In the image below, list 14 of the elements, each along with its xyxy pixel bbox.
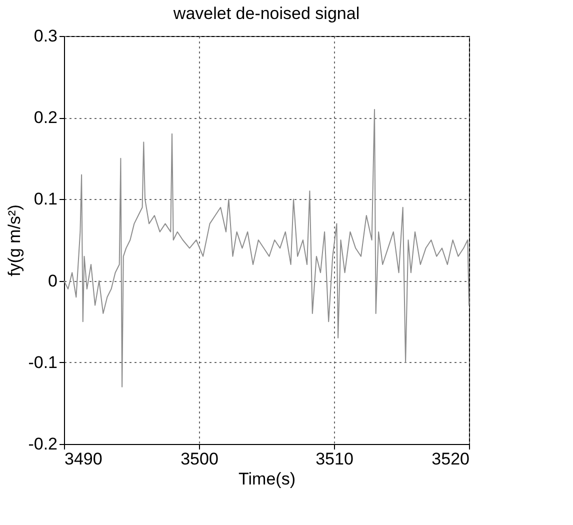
x-axis-title: Time(s) [238, 470, 296, 488]
x-tick-label: 3490 [64, 450, 102, 468]
x-tick-label: 3500 [180, 450, 218, 468]
y-tick-label: 0.1 [34, 190, 58, 209]
y-tick-label: 0.3 [34, 26, 58, 46]
x-tick-label: 3510 [316, 450, 354, 468]
chart-title: wavelet de-noised signal [172, 4, 360, 23]
y-tick-label: -0.1 [28, 352, 58, 372]
y-tick-label: -0.2 [28, 434, 58, 454]
x-tick-label: 3520 [432, 450, 470, 468]
y-tick-label: 0.2 [34, 108, 58, 128]
y-tick-label: 0 [48, 271, 58, 290]
y-axis-title: fy(g m/s²) [5, 204, 24, 276]
line-series [64, 108, 470, 388]
